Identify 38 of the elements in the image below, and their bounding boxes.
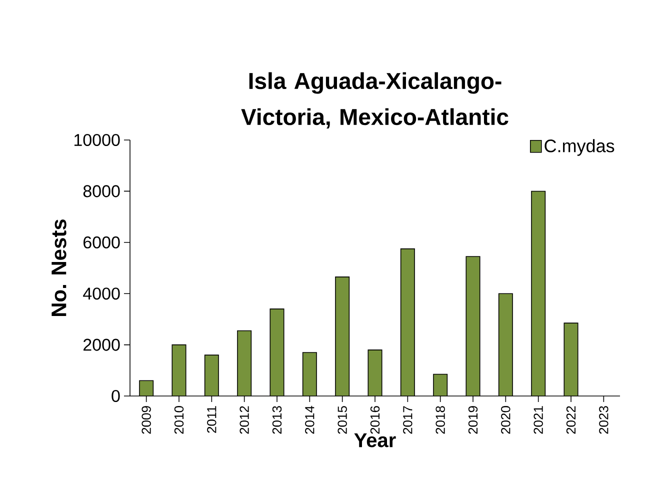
- x-tick-label: 2009: [142, 406, 151, 434]
- x-tick-label: 2017: [403, 406, 412, 434]
- x-tick-label: 2012: [240, 406, 249, 434]
- bar: [270, 308, 284, 396]
- bar: [237, 330, 252, 396]
- x-tick-label: 2014: [305, 406, 314, 434]
- x-tick-label: 2010: [174, 406, 184, 434]
- bar: [172, 344, 186, 396]
- x-tick-label: 2013: [272, 406, 282, 434]
- y-axis-title: No. Nests: [52, 219, 66, 316]
- legend-label: C.mydas: [544, 139, 614, 156]
- x-tick-label: 2019: [468, 406, 478, 434]
- y-tick-label: 6000: [84, 236, 120, 248]
- y-tick-label: 0: [112, 390, 120, 402]
- chart-title: Isla Aguada-Xicalango-Victoria, Mexico-Atlantic: [241, 72, 508, 128]
- bar: [498, 294, 513, 396]
- bar: [466, 256, 480, 396]
- x-tick-label: 2021: [534, 406, 543, 434]
- x-tick-label: 2023: [599, 406, 608, 434]
- x-axis-title: Year: [354, 433, 396, 448]
- bar: [335, 276, 350, 396]
- x-tick-label: 2016: [370, 406, 380, 434]
- bar: [204, 355, 219, 396]
- y-tick-label: 10000: [74, 134, 120, 146]
- bar: [400, 248, 415, 396]
- x-tick-label: 2011: [207, 406, 216, 433]
- bar: [433, 374, 448, 396]
- bar: [564, 322, 578, 396]
- bar: [302, 352, 317, 396]
- bar: [368, 350, 382, 396]
- y-tick-label: 4000: [83, 288, 120, 300]
- x-tick-label: 2018: [436, 406, 445, 434]
- x-tick-label: 2022: [566, 406, 576, 434]
- y-tick-label: 8000: [83, 185, 120, 198]
- bar: [531, 191, 546, 396]
- x-tick-label: 2020: [501, 406, 510, 434]
- y-tick-label: 2000: [84, 338, 120, 351]
- x-tick-label: 2015: [338, 406, 347, 434]
